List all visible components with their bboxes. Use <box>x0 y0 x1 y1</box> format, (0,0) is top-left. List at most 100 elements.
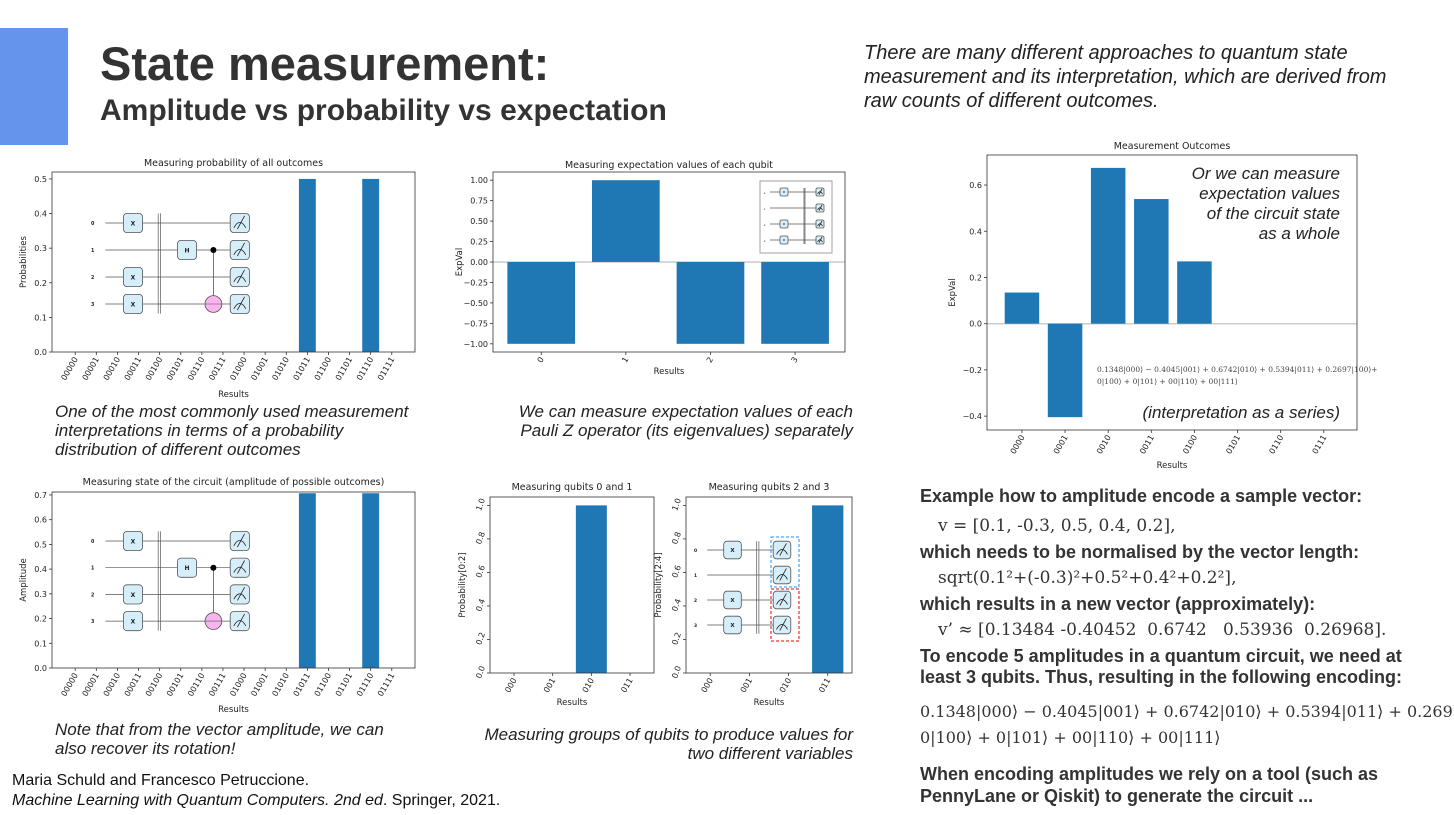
y-tick-label: 0.8 <box>670 531 683 546</box>
gate <box>779 187 789 197</box>
meter-icon <box>233 215 247 230</box>
citation-authors: Maria Schuld and Francesco Petruccione. <box>12 772 310 789</box>
x-tick-label: 0100 <box>1181 434 1199 456</box>
gate <box>123 293 144 314</box>
gate <box>123 531 144 552</box>
measure-gate <box>229 531 250 552</box>
intro-text: There are many different approaches to q… <box>864 42 1387 112</box>
y-tick-label: 0.1 <box>34 639 47 648</box>
encoding-tool-1: When encoding amplitudes we rely on a to… <box>920 764 1379 784</box>
x-tick-label: 01101 <box>334 356 355 383</box>
y-tick-label: 0.4 <box>969 227 982 236</box>
y-tick-label: 0.4 <box>34 210 47 219</box>
y-tick-label: 0.00 <box>470 258 488 267</box>
wire-label: 0 <box>694 548 697 554</box>
caption-groups: Measuring groups of qubits to produce va… <box>484 725 853 763</box>
bar <box>298 178 316 352</box>
x-tick-label: 01110 <box>355 356 376 383</box>
meter-icon <box>233 560 247 574</box>
x-tick-label: 0010 <box>1095 434 1113 456</box>
x-tick-label: 010 <box>778 677 793 695</box>
chart-title: Measuring qubits 0 and 1 <box>512 482 633 493</box>
wire-label: 2 <box>91 275 94 281</box>
meter-icon <box>776 593 788 606</box>
note-line: as a whole <box>1258 224 1340 243</box>
bar <box>1090 167 1126 324</box>
gate <box>123 266 144 287</box>
y-tick-label: 0.6 <box>34 516 47 525</box>
series-formula-line: 0|100⟩ + 0|101⟩ + 00|110⟩ + 00|111⟩ <box>1097 377 1238 386</box>
gate-label: X <box>730 548 735 554</box>
gate <box>123 212 144 233</box>
measure-gate <box>229 239 250 260</box>
plot-frame <box>489 496 655 674</box>
wire-label: 3 <box>764 241 766 243</box>
citation-book: Machine Learning with Quantum Computers.… <box>12 792 383 809</box>
x-tick-label: 0110 <box>1267 434 1285 456</box>
chart-title: Measuring state of the circuit (amplitud… <box>83 477 385 488</box>
x-tick-label: 01011 <box>292 356 313 383</box>
y-tick-label: 0.0 <box>969 320 982 329</box>
x-tick-label: 1 <box>620 356 630 365</box>
gate <box>779 219 789 229</box>
x-tick-label: 00001 <box>81 356 102 383</box>
y-tick-label: 0.4 <box>474 598 487 613</box>
chart-title: Measurement Outcomes <box>1114 141 1231 152</box>
y-tick-label: 0.2 <box>969 273 982 282</box>
wire-label: 1 <box>694 573 697 579</box>
meter-icon <box>233 242 247 257</box>
note-line: of the circuit state <box>1206 204 1340 223</box>
y-tick-label: 0.3 <box>34 244 47 253</box>
gate <box>723 590 742 610</box>
x-tick-label: 010 <box>581 677 596 695</box>
y-tick-label: 1.0 <box>670 497 683 512</box>
gate-label: H <box>184 247 189 254</box>
measure-gate <box>229 293 250 314</box>
x-tick-label: 00111 <box>207 672 228 699</box>
meter-icon <box>817 204 823 211</box>
x-tick-label: 0111 <box>1311 434 1329 456</box>
bar <box>1004 292 1040 324</box>
x-axis-label: Results <box>654 367 685 377</box>
caption-expectation: We can measure expectation values of eac… <box>518 402 853 440</box>
y-tick-label: 0.6 <box>969 181 982 190</box>
chart-expectation: Measuring expectation values of each qub… <box>455 160 846 377</box>
x-tick-label: 00000 <box>59 672 80 699</box>
x-tick-label: 001 <box>542 677 557 695</box>
x-tick-label: 00100 <box>144 672 165 699</box>
x-tick-label: 011 <box>817 677 832 695</box>
meter-icon <box>776 618 788 631</box>
y-tick-label: 0.75 <box>470 197 488 206</box>
series-label: (interpretation as a series) <box>1142 403 1340 422</box>
y-tick-label: 0.0 <box>34 664 47 673</box>
meter-icon <box>817 188 823 195</box>
circuit-diagram: 0 1 2 3 X X X H <box>91 212 250 314</box>
y-axis-label: ExpVal <box>948 278 958 307</box>
gate-label: X <box>783 222 785 226</box>
chart-qubits01: Measuring qubits 0 and 1 Results Probabili… <box>458 482 655 708</box>
x-tick-label: 3 <box>789 356 799 365</box>
y-axis-label: Amplitude <box>19 558 29 602</box>
y-tick-label: 0.2 <box>474 631 487 646</box>
meter-icon <box>233 613 247 628</box>
bar <box>575 505 607 673</box>
gate-label: X <box>131 592 136 599</box>
y-tick-label: 0.7 <box>34 491 47 500</box>
x-tick-label: 000 <box>503 677 518 695</box>
y-tick-label: 0.2 <box>34 279 47 288</box>
x-axis-label: Results <box>218 705 249 715</box>
caption-amplitude: Note that from the vector amplitude, we … <box>55 720 384 758</box>
x-tick-label: 01101 <box>334 672 355 699</box>
y-tick-label: −0.2 <box>963 366 982 375</box>
plot-frame <box>51 491 416 669</box>
y-tick-label: 0.4 <box>34 565 47 574</box>
y-tick-label: −1.00 <box>463 340 488 349</box>
x-tick-label: 00010 <box>102 672 123 699</box>
y-axis-label: Probability[2:4] <box>654 552 664 617</box>
note-line: expectation values <box>1199 184 1340 203</box>
chart-title: Measuring qubits 2 and 3 <box>709 482 830 493</box>
gate <box>779 235 789 245</box>
x-axis-label: Results <box>754 698 785 708</box>
wire-label: 2 <box>764 225 766 227</box>
